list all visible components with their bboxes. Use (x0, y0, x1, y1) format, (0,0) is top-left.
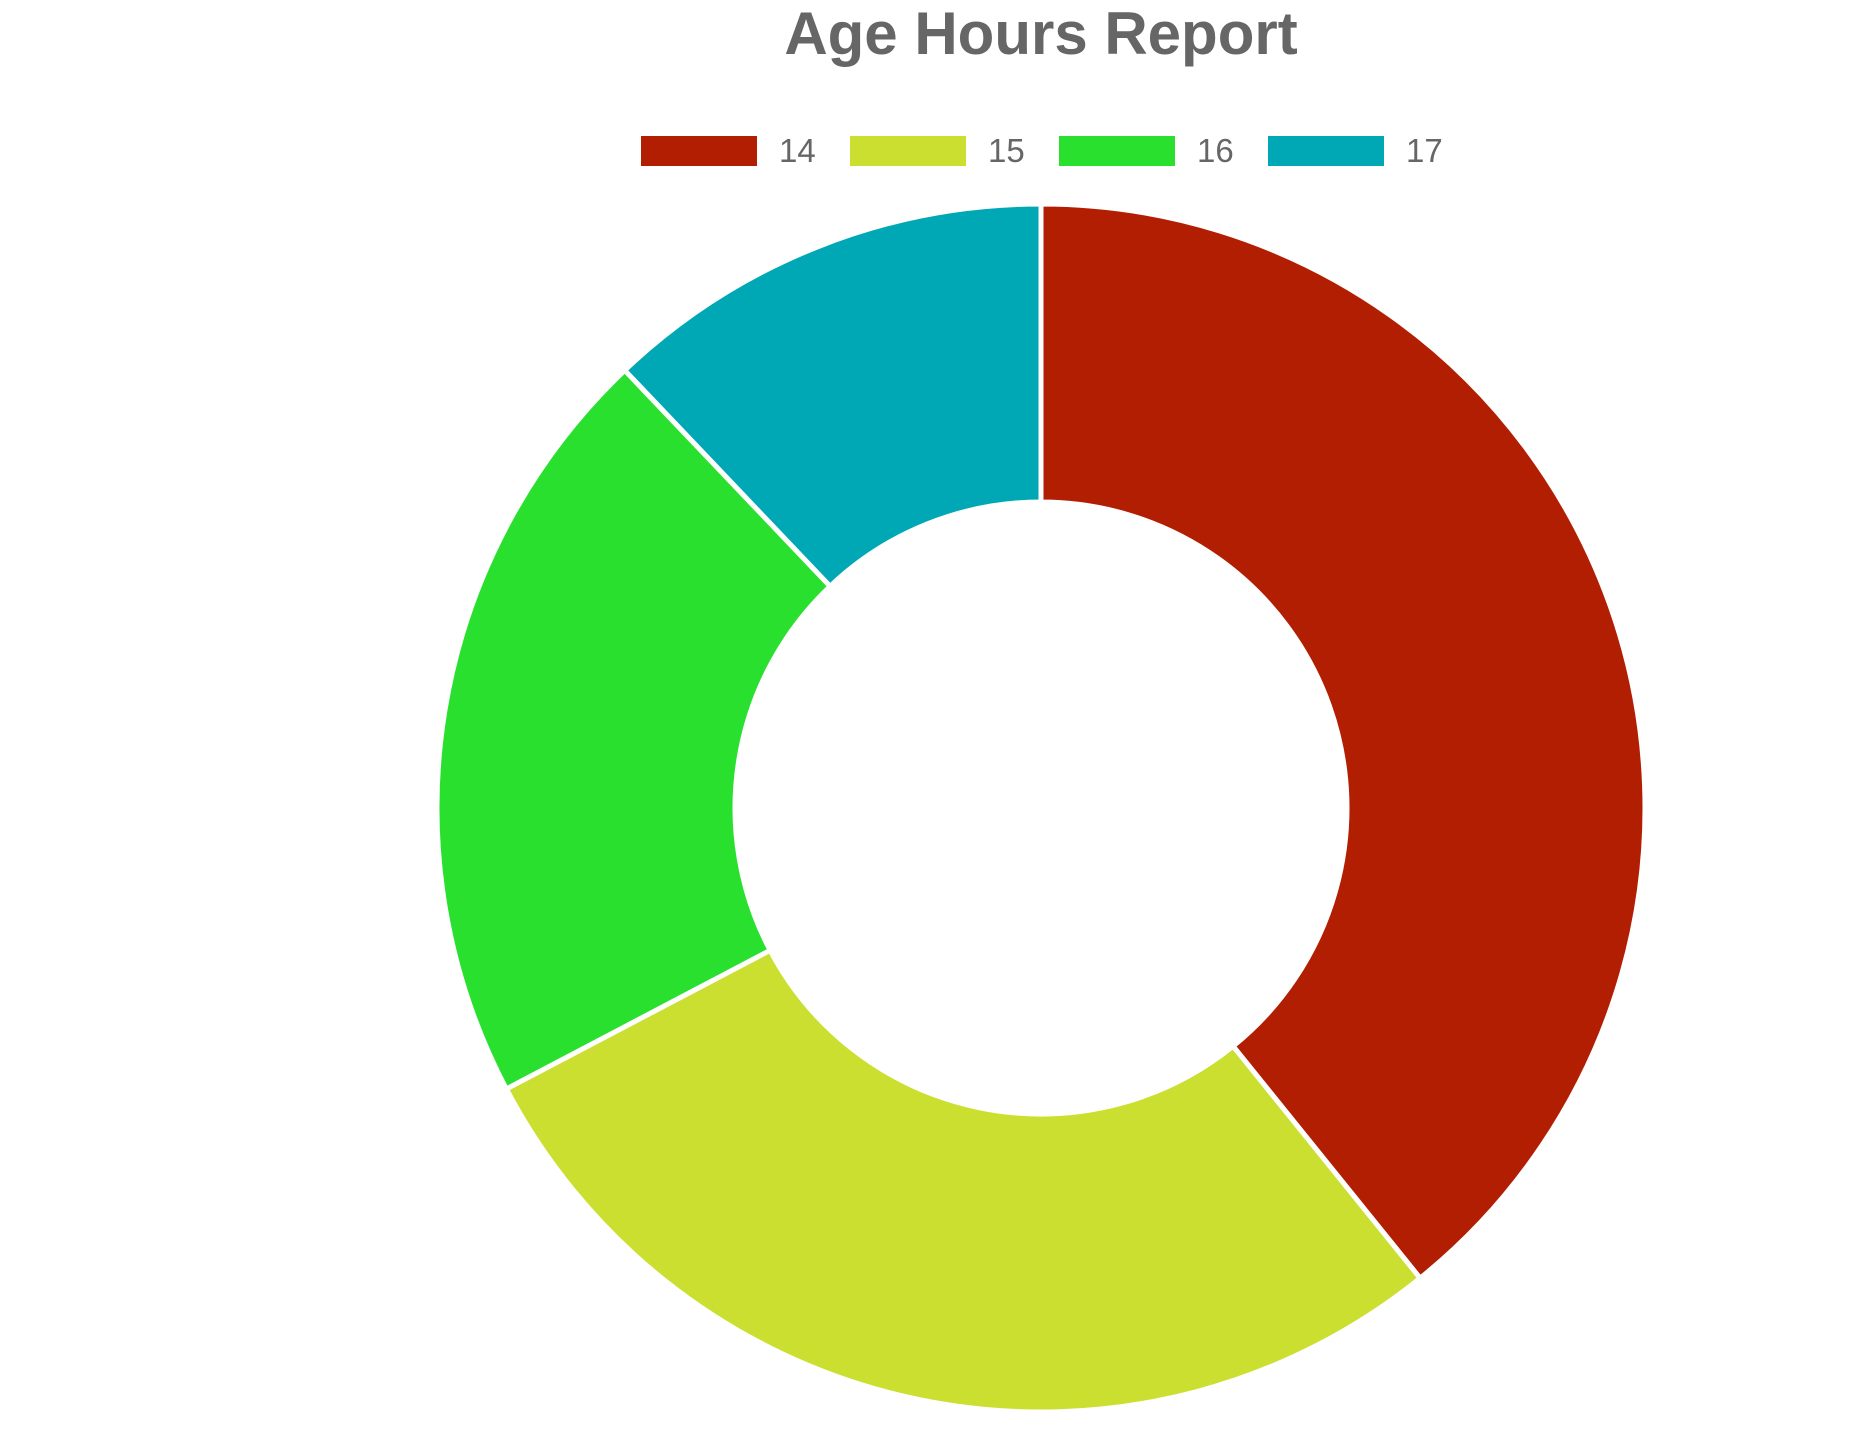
legend-label-15: 15 (988, 132, 1025, 169)
slice-16[interactable] (434, 367, 833, 1092)
legend-label-14: 14 (779, 132, 816, 169)
legend-label-17: 17 (1406, 132, 1443, 169)
legend-swatch-14[interactable] (641, 136, 757, 166)
legend-swatch-15[interactable] (850, 136, 966, 166)
slice-15[interactable] (503, 947, 1423, 1415)
legend-swatch-16[interactable] (1059, 136, 1175, 166)
slice-17[interactable] (622, 201, 1044, 589)
donut-slices (434, 201, 1648, 1415)
legend-label-16: 16 (1197, 132, 1234, 169)
legend-swatch-17[interactable] (1268, 136, 1384, 166)
chart-title: Age Hours Report (784, 0, 1297, 67)
slice-14[interactable] (1038, 201, 1648, 1281)
legend: 14 15 16 17 (641, 132, 1443, 169)
